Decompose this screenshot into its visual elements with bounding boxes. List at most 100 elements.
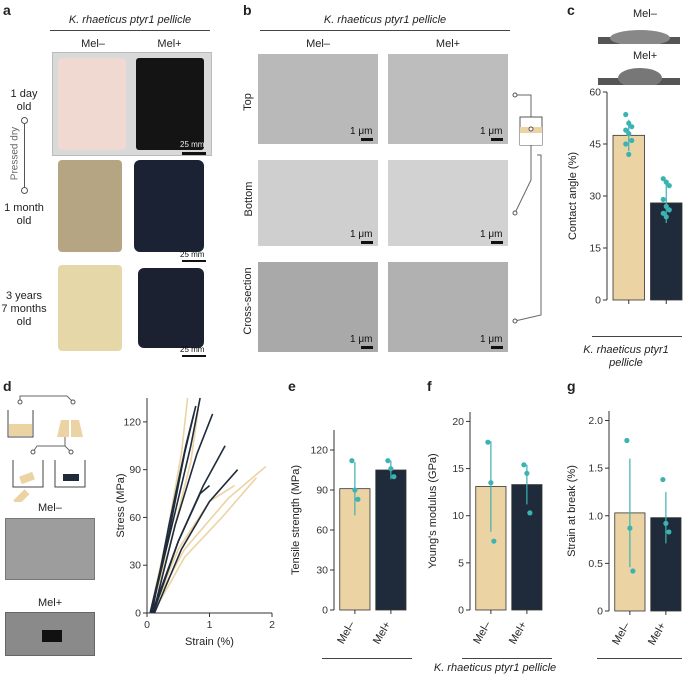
x-tick-label: 2 [269, 619, 275, 631]
scalebar-b5 [361, 346, 373, 349]
panel-efg-footer: K. rhaeticus ptyr1 pellicle [433, 662, 557, 674]
y-tick-label: 30 [589, 191, 601, 203]
data-point [488, 480, 494, 486]
pressed-arrow-end [21, 187, 28, 194]
panel-d-mel-plus-label: Mel+ [38, 597, 63, 609]
sem-cross-mel-plus [388, 262, 508, 352]
scalebar-b3 [361, 241, 373, 244]
data-point [660, 476, 666, 483]
y-tick-label: 10 [452, 510, 464, 522]
y-axis-label: Tensile strength (MPa) [290, 465, 302, 575]
sem-top-mel-minus [258, 54, 378, 144]
sem-top-mel-plus [388, 54, 508, 144]
panel-b-title: K. rhaeticus ptyr1 pellicle [323, 14, 447, 26]
x-tick-label: Mel– [609, 309, 632, 310]
scalebar-b3-label: 1 μm [350, 229, 373, 240]
series-line-mel-plus [152, 413, 214, 614]
panel-b-col-minus: Mel– [306, 38, 330, 50]
y-tick-label: 90 [129, 464, 141, 476]
photo-mel-minus-1month [58, 160, 122, 252]
data-point [623, 141, 629, 147]
bar-mel-plus [375, 469, 407, 611]
data-point [491, 538, 497, 544]
data-point [355, 496, 361, 502]
pressed-dry-label: Pressed dry [9, 126, 21, 181]
panel-a-row3-label: 3 years 7 months old [1, 290, 47, 328]
data-point [527, 510, 533, 516]
panel-label-f: f [427, 378, 432, 394]
scalebar-a3-label: 25 mm [180, 345, 205, 354]
panel-a-title: K. rhaeticus ptyr1 pellicle [68, 14, 192, 26]
data-point [521, 462, 527, 468]
y-tick-label: 5 [458, 557, 464, 569]
data-point [626, 120, 632, 126]
photo-mel-plus-3years [138, 268, 204, 348]
sem-bottom-mel-minus [258, 160, 378, 246]
scalebar-b5-label: 1 μm [350, 334, 373, 345]
panel-e-footer-rule [322, 658, 412, 659]
photo-mel-plus-1day [136, 58, 204, 150]
scalebar-a2 [182, 260, 206, 262]
data-point [385, 458, 391, 464]
scalebar-b2-label: 1 μm [480, 126, 503, 137]
series-line-mel-plus [150, 397, 201, 614]
scalebar-a1-label: 25 mm [180, 140, 205, 149]
panel-label-g: g [567, 378, 576, 394]
pressed-arrow-line [24, 120, 25, 190]
panel-f-footer-rule [462, 658, 552, 659]
sem-cross-mel-minus [258, 262, 378, 352]
y-tick-label: 90 [316, 485, 328, 497]
series-line-mel-plus [151, 484, 211, 614]
panel-a-row1-label: 1 day old [10, 88, 38, 113]
y-tick-label: 20 [452, 416, 464, 428]
data-point [660, 196, 666, 203]
pressed-arrow-start [21, 117, 28, 124]
data-point [485, 439, 491, 445]
panel-label-d: d [3, 378, 12, 394]
y-tick-label: 120 [123, 416, 141, 428]
y-tick-label: 0 [458, 605, 464, 617]
y-tick-label: 0 [597, 606, 603, 618]
panel-a-col-plus: Mel+ [157, 38, 182, 50]
drop-label-mel-plus: Mel+ [633, 50, 658, 62]
chart-stress-strain: 0 30 60 90 120 0 1 2 Strain (%) Stress (MPa) [115, 397, 275, 648]
x-tick-label: Mel+ [371, 620, 393, 647]
data-point [391, 474, 397, 480]
y-tick-label: 0.5 [588, 558, 603, 570]
chart-tensile-strength: 0 30 60 90 120 Tensile strength (MPa) Mel– Mel+ [290, 430, 407, 647]
chart-contact-angle: 0 15 30 45 60 Contact angle (%) Mel– Mel+ [567, 87, 683, 310]
y-tick-label: 15 [589, 243, 601, 255]
x-tick-label: 0 [144, 619, 150, 631]
photo-mel-minus-1day [58, 58, 126, 150]
scalebar-b6 [491, 346, 503, 349]
photo-tensile-mel-plus-sample [42, 630, 62, 642]
data-point [663, 179, 669, 185]
y-tick-label: 0 [322, 605, 328, 617]
series-line-mel-plus [153, 469, 239, 614]
droplet-image-mel-plus [598, 68, 680, 85]
data-point [388, 466, 394, 472]
droplet-image-mel-minus [598, 30, 680, 44]
drop-label-mel-minus: Mel– [633, 8, 657, 20]
y-axis-label: Young's modulus (GPa) [427, 453, 439, 568]
scalebar-a3 [182, 355, 206, 357]
data-point [660, 210, 666, 216]
x-tick-label: Mel+ [507, 620, 529, 647]
y-tick-label: 120 [310, 445, 328, 457]
y-tick-label: 15 [452, 463, 464, 475]
panel-g-footer-rule [597, 658, 682, 659]
panel-label-e: e [288, 378, 296, 394]
data-point [624, 437, 630, 444]
panel-b-row-cross: Cross-section [242, 267, 254, 335]
data-point [663, 520, 669, 526]
series-line-mel-plus [151, 405, 197, 614]
x-tick-label: Mel+ [646, 621, 668, 648]
y-tick-label: 0 [595, 295, 601, 307]
scalebar-b4 [491, 241, 503, 244]
data-point [623, 111, 629, 118]
data-point [666, 207, 672, 213]
y-tick-label: 30 [129, 560, 141, 572]
y-tick-label: 2.0 [588, 415, 603, 427]
y-axis-label: Stress (MPa) [115, 473, 127, 537]
y-tick-label: 30 [316, 565, 328, 577]
